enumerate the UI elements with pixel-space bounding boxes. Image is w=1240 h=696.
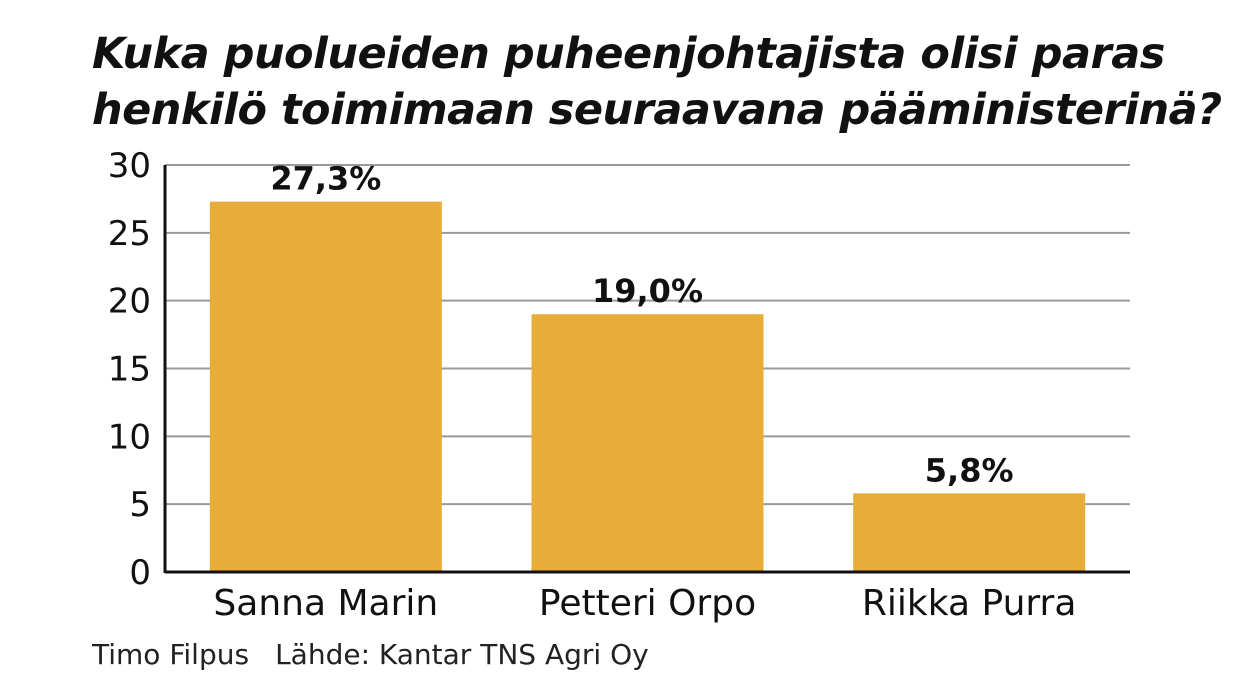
- source-credit: Lähde: Kantar TNS Agri Oy: [275, 638, 649, 671]
- chart-title: Kuka puolueiden puheenjohtajista olisi p…: [92, 26, 1222, 138]
- category-label: Petteri Orpo: [539, 583, 756, 624]
- data-label: 5,8%: [925, 451, 1014, 489]
- bars: [209, 201, 1086, 572]
- bar-sanna-marin: [209, 201, 442, 572]
- y-tick-label: 10: [108, 417, 151, 457]
- data-label: 19,0%: [592, 272, 703, 310]
- category-label: Sanna Marin: [213, 583, 438, 624]
- chart-title-line-2: henkilö toimimaan seuraavana pääminister…: [92, 85, 1222, 135]
- y-axis-ticks: 0 5 10 15 20 25 30: [108, 146, 151, 593]
- chart-title-line-1: Kuka puolueiden puheenjohtajista olisi p…: [92, 29, 1165, 79]
- y-tick-label: 5: [129, 485, 151, 525]
- author-credit: Timo Filpus: [92, 638, 250, 671]
- y-tick-label: 30: [108, 146, 151, 186]
- chart-footer: Timo Filpus Lähde: Kantar TNS Agri Oy: [92, 638, 649, 671]
- y-tick-label: 20: [108, 282, 151, 322]
- axes: [163, 165, 1130, 574]
- category-labels: Sanna Marin Petteri Orpo Riikka Purra: [213, 583, 1076, 624]
- category-label: Riikka Purra: [862, 583, 1077, 624]
- bar-petteri-orpo: [531, 314, 764, 572]
- y-tick-label: 25: [108, 214, 151, 254]
- data-labels: 27,3% 19,0% 5,8%: [270, 160, 1013, 490]
- y-tick-label: 0: [129, 553, 151, 593]
- bar-riikka-purra: [853, 493, 1086, 572]
- y-tick-label: 15: [108, 350, 151, 390]
- data-label: 27,3%: [270, 160, 381, 198]
